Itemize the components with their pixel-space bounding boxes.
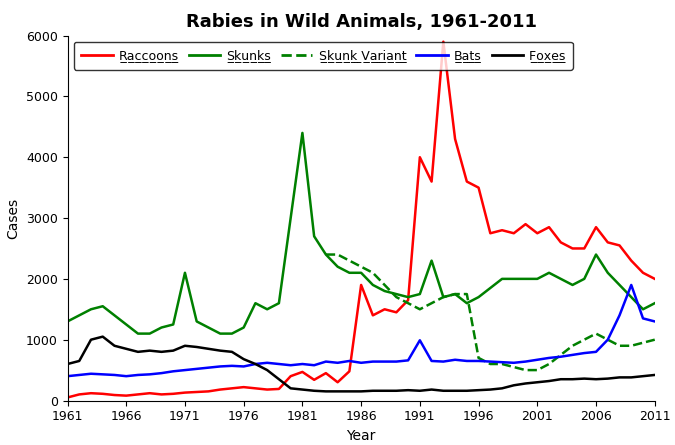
Legend: R̲a̲c̲c̲o̲o̲n̲s̲, S̲k̲u̲n̲k̲s̲, S̲k̲u̲n̲k̲ ̲V̲a̲r̲i̲a̲n̲t̲, B̲a̲t̲s̲, F̲o̲x̲e̲s̲: R̲a̲c̲c̲o̲o̲n̲s̲, S̲k̲u̲n̲k̲s̲, S̲k̲u̲n̲…	[74, 42, 573, 70]
X-axis label: Year: Year	[346, 429, 376, 443]
Title: Rabies in Wild Animals, 1961-2011: Rabies in Wild Animals, 1961-2011	[186, 13, 537, 31]
Y-axis label: Cases: Cases	[6, 198, 20, 239]
